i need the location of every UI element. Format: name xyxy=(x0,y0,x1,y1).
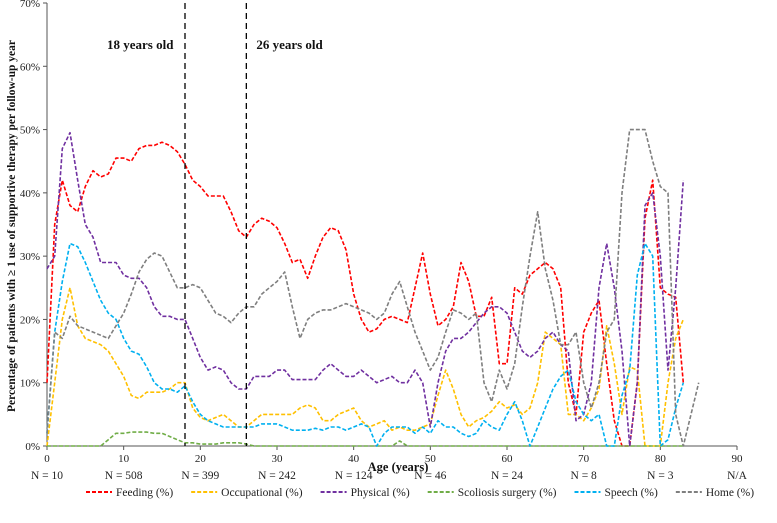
series-line-feeding xyxy=(46,141,685,447)
sample-size-label: N = 242 xyxy=(258,470,296,482)
series-line-speech xyxy=(46,242,685,447)
sample-size-label: N = 399 xyxy=(181,470,219,482)
y-tick-label: 10% xyxy=(20,378,40,390)
y-tick-label: 50% xyxy=(20,125,40,137)
y-tick-label: 0% xyxy=(25,441,40,453)
x-tick-label: 30 xyxy=(272,453,284,465)
sample-size-label: N = 24 xyxy=(491,470,523,482)
series-line-physical xyxy=(46,131,685,447)
legend-label: Feeding (%) xyxy=(116,487,173,499)
y-axis-ticks: 0% 10% 20% 30% 40% 50% 60% 70% xyxy=(20,0,47,453)
legend-label: Speech (%) xyxy=(605,487,658,499)
series-layer xyxy=(46,128,700,447)
x-axis-ticks: 0 10 20 30 40 50 60 70 80 90 xyxy=(44,446,743,465)
sample-size-label: N/A xyxy=(727,470,748,482)
x-tick-label: 50 xyxy=(425,453,437,465)
reference-line-label: 18 years old xyxy=(107,37,174,52)
x-tick-label: 80 xyxy=(655,453,667,465)
x-tick-label: 40 xyxy=(348,453,360,465)
y-tick-label: 30% xyxy=(20,251,40,263)
legend-label: Scoliosis surgery (%) xyxy=(458,487,557,499)
x-tick-label: 0 xyxy=(44,453,50,465)
y-tick-label: 70% xyxy=(20,0,40,10)
x-tick-label: 90 xyxy=(732,453,744,465)
y-tick-label: 20% xyxy=(20,314,40,326)
sample-size-label: N = 508 xyxy=(105,470,143,482)
reference-line-label: 26 years old xyxy=(256,37,323,52)
axes xyxy=(46,3,737,447)
series-line-home xyxy=(46,128,700,447)
legend-label: Home (%) xyxy=(706,487,754,499)
sample-size-label: N = 46 xyxy=(414,470,446,482)
reference-lines: 18 years old 26 years old xyxy=(107,3,324,446)
legend: Feeding (%) Occupational (%) Physical (%) S… xyxy=(86,487,754,499)
y-tick-label: 40% xyxy=(20,188,40,200)
sample-size-labels: N = 10 N = 508 N = 399 N = 242 N = 124 N = 46… xyxy=(31,470,748,482)
x-tick-label: 70 xyxy=(578,453,590,465)
sample-size-label: N = 8 xyxy=(571,470,598,482)
y-axis-label: Percentage of patients with ≥ 1 use of s… xyxy=(6,40,18,412)
sample-size-label: N = 124 xyxy=(335,470,373,482)
x-tick-label: 10 xyxy=(118,453,130,465)
series-line-scoliosis-surgery xyxy=(47,431,684,447)
legend-label: Physical (%) xyxy=(351,487,410,499)
y-tick-label: 60% xyxy=(20,61,40,73)
sample-size-label: N = 3 xyxy=(647,470,674,482)
sample-size-label: N = 10 xyxy=(31,470,63,482)
series-line-occupational xyxy=(46,286,685,447)
x-tick-label: 20 xyxy=(195,453,207,465)
x-axis-label: Age (years) xyxy=(368,460,429,474)
legend-label: Occupational (%) xyxy=(221,487,303,499)
x-tick-label: 60 xyxy=(502,453,514,465)
